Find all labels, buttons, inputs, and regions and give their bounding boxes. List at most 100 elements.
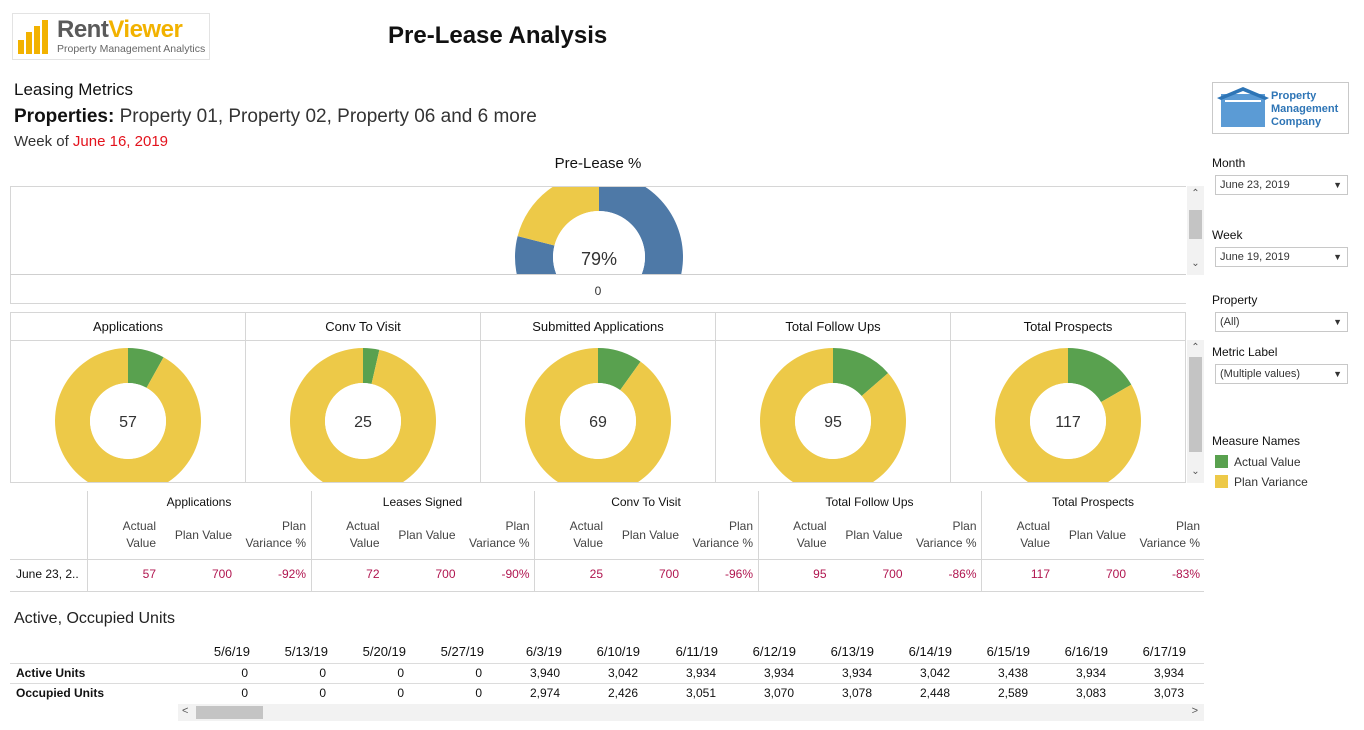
actual-value-header: Actual Value (793, 519, 827, 550)
plan-variance-header: Plan Variance % (245, 519, 306, 550)
units-horizontal-scrollbar[interactable]: < > (178, 704, 1204, 721)
units-date-header: 5/27/19 (440, 644, 484, 659)
metric-donuts-row: Applications 57 Conv To Visit 25 Submitted A… (10, 312, 1186, 483)
month-filter-select[interactable]: June 23, 2019 ▼ (1215, 175, 1348, 195)
plan-value-header: Plan Value (621, 528, 679, 542)
donut-variance-slice[interactable] (760, 348, 906, 482)
units-cell: 3,934 (841, 666, 872, 680)
table-cell-variance: -86% (948, 567, 977, 581)
metrics-scrollbar[interactable]: ⌃ ⌄ (1187, 340, 1204, 483)
properties-value: Property 01, Property 02, Property 06 an… (119, 106, 537, 127)
dropdown-arrow-icon[interactable]: ▼ (1333, 317, 1342, 327)
units-date-header: 6/16/19 (1064, 644, 1108, 659)
scroll-thumb[interactable] (1189, 210, 1202, 239)
metric-donut-chart: 57 (55, 348, 201, 482)
metric-panel-title: Total Follow Ups (716, 313, 950, 341)
donut-actual-slice[interactable] (128, 348, 164, 388)
prelease-donut-hole (553, 211, 645, 274)
actual-value-header: Actual Value (1016, 519, 1050, 550)
company-name-line2: Management (1271, 103, 1339, 115)
week-of-label: Week of (14, 133, 69, 150)
donut-variance-slice[interactable] (525, 348, 671, 482)
brand-name: RentViewer (57, 16, 183, 44)
week-filter-select[interactable]: June 19, 2019 ▼ (1215, 247, 1348, 267)
donut-actual-slice[interactable] (598, 348, 641, 391)
rentviewer-logo: RentViewer Property Management Analytics (12, 13, 210, 60)
units-cell: 3,073 (1153, 686, 1184, 700)
metric-donut-chart: 69 (525, 348, 671, 482)
property-filter-select[interactable]: (All) ▼ (1215, 312, 1348, 332)
scroll-right-icon[interactable]: > (1191, 705, 1198, 717)
table-cell-variance: -92% (277, 567, 306, 581)
table-group-header: Conv To Visit (611, 495, 681, 509)
donut-actual-slice[interactable] (833, 348, 889, 397)
metric-panel-title: Applications (11, 313, 245, 341)
table-cell-plan: 700 (1105, 567, 1126, 581)
units-cell: 3,042 (919, 666, 950, 680)
dropdown-arrow-icon[interactable]: ▼ (1333, 252, 1342, 262)
legend-item-actual-value[interactable]: Actual Value (1215, 455, 1301, 469)
scroll-down-icon[interactable]: ⌄ (1191, 258, 1200, 269)
prelease-donut-chart: 79% (515, 187, 683, 275)
units-date-header: 6/17/19 (1142, 644, 1186, 659)
donut-variance-slice[interactable] (995, 348, 1141, 482)
scroll-thumb[interactable] (196, 706, 263, 719)
table-row-divider (10, 559, 1204, 560)
legend-swatch (1215, 455, 1228, 468)
donut-variance-slice[interactable] (290, 348, 437, 482)
scroll-left-icon[interactable]: < (182, 705, 189, 717)
dropdown-arrow-icon[interactable]: ▼ (1333, 369, 1342, 379)
prelease-axis-zero: 0 (594, 284, 602, 298)
properties-label: Properties: (14, 106, 115, 127)
donut-actual-slice[interactable] (1068, 348, 1132, 403)
units-cell: 3,934 (685, 666, 716, 680)
donut-variance-slice[interactable] (55, 348, 201, 482)
donut-center-value: 117 (1055, 414, 1081, 431)
units-date-header: 5/20/19 (362, 644, 406, 659)
prelease-scrollbar[interactable]: ⌃ ⌄ (1187, 186, 1204, 275)
scroll-thumb[interactable] (1189, 357, 1202, 452)
units-cell: 0 (319, 666, 326, 680)
table-cell-variance: -96% (724, 567, 753, 581)
metric-panel-title: Total Prospects (951, 313, 1185, 341)
week-filter-value: June 19, 2019 (1220, 251, 1290, 263)
plan-variance-header: Plan Variance % (692, 519, 753, 550)
legend-label: Actual Value (1234, 455, 1301, 469)
legend-swatch (1215, 475, 1228, 488)
prelease-donut-remaining-slice[interactable] (517, 187, 599, 246)
table-column-group: Applications Actual Value 57 Plan Value 700 P… (87, 491, 310, 591)
donut-hole (560, 383, 636, 459)
scroll-up-icon[interactable]: ⌃ (1191, 188, 1200, 199)
brand-name-part2: Viewer (108, 16, 183, 43)
scroll-down-icon[interactable]: ⌄ (1191, 466, 1200, 477)
units-row-divider (10, 683, 1204, 684)
table-row-label: June 23, 2.. (16, 567, 79, 581)
table-cell-plan: 700 (435, 567, 456, 581)
week-filter-label: Week (1212, 228, 1243, 242)
metric-filter-select[interactable]: (Multiple values) ▼ (1215, 364, 1348, 384)
plan-variance-header: Plan Variance % (469, 519, 530, 550)
units-cell: 0 (397, 686, 404, 700)
donut-hole (90, 383, 166, 459)
metrics-table: June 23, 2.. Applications Actual Value 57 P… (10, 491, 1204, 592)
table-cell-actual: 57 (142, 567, 156, 581)
table-cell-plan: 700 (658, 567, 679, 581)
donut-center-value: 25 (354, 414, 372, 431)
prelease-donut-actual-slice[interactable] (515, 187, 683, 275)
dropdown-arrow-icon[interactable]: ▼ (1333, 180, 1342, 190)
legend-item-plan-variance[interactable]: Plan Variance (1215, 475, 1308, 489)
month-filter-label: Month (1212, 156, 1246, 170)
donut-actual-slice[interactable] (363, 348, 380, 384)
units-cell: 0 (319, 686, 326, 700)
brand-tagline: Property Management Analytics (57, 43, 206, 55)
table-cell-actual: 72 (366, 567, 380, 581)
table-cell-actual: 95 (813, 567, 827, 581)
scroll-up-icon[interactable]: ⌃ (1191, 342, 1200, 353)
donut-center-value: 95 (824, 414, 842, 431)
units-row-label: Active Units (16, 666, 86, 680)
table-column-group: Conv To Visit Actual Value 25 Plan Value 700… (534, 491, 757, 591)
units-cell: 2,974 (529, 686, 560, 700)
metric-filter-value: (Multiple values) (1220, 368, 1301, 380)
units-date-header: 6/13/19 (830, 644, 874, 659)
units-cell: 2,448 (919, 686, 950, 700)
